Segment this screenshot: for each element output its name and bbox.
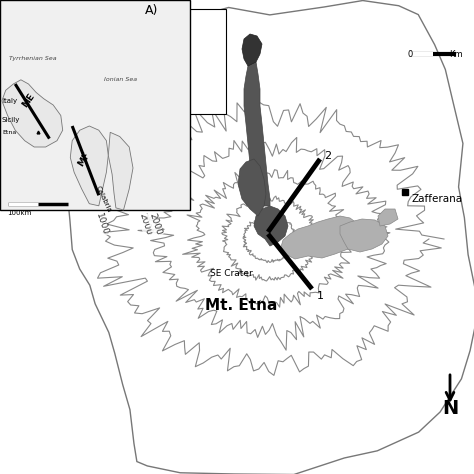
Polygon shape xyxy=(108,132,133,210)
Text: Km: Km xyxy=(449,50,463,59)
Polygon shape xyxy=(254,206,288,246)
Text: NNW-SSE dry fracture: NNW-SSE dry fracture xyxy=(46,46,160,56)
Polygon shape xyxy=(340,219,388,252)
Text: N: N xyxy=(442,399,458,418)
Text: Mt. Etna: Mt. Etna xyxy=(205,299,277,313)
Polygon shape xyxy=(281,216,360,259)
Text: Italy: Italy xyxy=(2,98,17,104)
Text: NE-SW eruptive fracture: NE-SW eruptive fracture xyxy=(46,22,173,32)
Text: 2: 2 xyxy=(18,46,25,56)
Text: ME: ME xyxy=(20,92,36,109)
Text: 100km: 100km xyxy=(8,210,32,216)
Bar xyxy=(0,0,190,210)
Polygon shape xyxy=(2,80,63,147)
Text: 1989 Lava Flows: 1989 Lava Flows xyxy=(46,94,133,104)
Text: Sicily: Sicily xyxy=(2,117,20,123)
Text: 1: 1 xyxy=(18,22,25,32)
Polygon shape xyxy=(238,159,266,216)
Text: Etna: Etna xyxy=(2,130,16,135)
Text: Ionian Sea: Ionian Sea xyxy=(104,77,137,82)
Text: Calabria: Calabria xyxy=(95,185,113,214)
Polygon shape xyxy=(70,126,108,206)
Text: Adrano: Adrano xyxy=(70,139,108,149)
Text: 1000: 1000 xyxy=(97,152,113,176)
Text: Zafferana: Zafferana xyxy=(412,194,463,204)
Bar xyxy=(12,67,36,83)
Bar xyxy=(6,9,226,114)
Text: SE Crater: SE Crater xyxy=(210,270,253,279)
Text: 1: 1 xyxy=(317,291,323,301)
Text: 2001 Lava Flows: 2001 Lava Flows xyxy=(46,70,133,80)
Text: 1000: 1000 xyxy=(94,212,110,237)
Polygon shape xyxy=(61,0,474,474)
Polygon shape xyxy=(242,34,262,66)
Text: 2: 2 xyxy=(324,151,331,161)
Text: MF: MF xyxy=(76,151,91,168)
Polygon shape xyxy=(378,209,398,226)
Text: 2000: 2000 xyxy=(137,212,153,236)
Text: A): A) xyxy=(146,4,159,17)
Polygon shape xyxy=(244,59,270,209)
Bar xyxy=(12,91,36,107)
Text: Tyrrhenian Sea: Tyrrhenian Sea xyxy=(9,56,57,61)
Text: 0: 0 xyxy=(407,50,413,59)
Text: 2000: 2000 xyxy=(147,212,163,236)
